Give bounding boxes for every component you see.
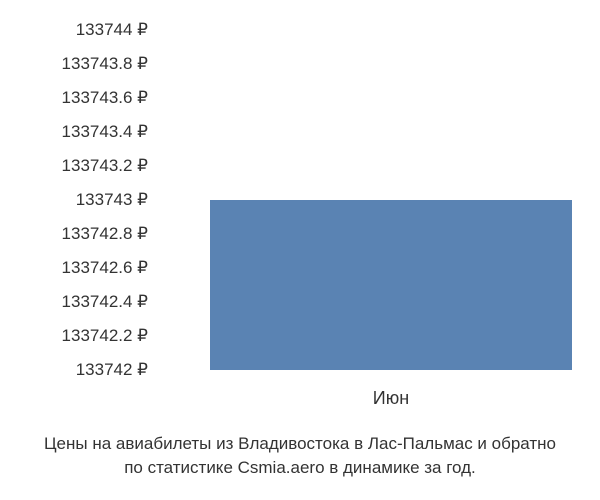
plot-area bbox=[160, 30, 580, 370]
y-tick-label: 133743.2 ₽ bbox=[62, 156, 148, 176]
y-tick-label: 133744 ₽ bbox=[76, 20, 148, 40]
caption-line: по статистике Csmia.aero в динамике за г… bbox=[0, 456, 600, 480]
y-axis-labels: 133744 ₽133743.8 ₽133743.6 ₽133743.4 ₽13… bbox=[0, 30, 148, 370]
bar bbox=[210, 200, 571, 370]
y-tick-label: 133742 ₽ bbox=[76, 360, 148, 380]
caption-line: Цены на авиабилеты из Владивостока в Лас… bbox=[0, 432, 600, 456]
x-tick-label: Июн bbox=[373, 388, 409, 409]
y-tick-label: 133743.8 ₽ bbox=[62, 54, 148, 74]
y-tick-label: 133742.2 ₽ bbox=[62, 326, 148, 346]
chart-caption: Цены на авиабилеты из Владивостока в Лас… bbox=[0, 432, 600, 480]
y-tick-label: 133743 ₽ bbox=[76, 190, 148, 210]
y-tick-label: 133743.4 ₽ bbox=[62, 122, 148, 142]
y-tick-label: 133742.4 ₽ bbox=[62, 292, 148, 312]
y-tick-label: 133743.6 ₽ bbox=[62, 88, 148, 108]
y-tick-label: 133742.8 ₽ bbox=[62, 224, 148, 244]
y-tick-label: 133742.6 ₽ bbox=[62, 258, 148, 278]
price-bar-chart: 133744 ₽ 133743.8 ₽ 133743.6 ₽ 133743.4 ₽ 13… bbox=[0, 0, 600, 500]
